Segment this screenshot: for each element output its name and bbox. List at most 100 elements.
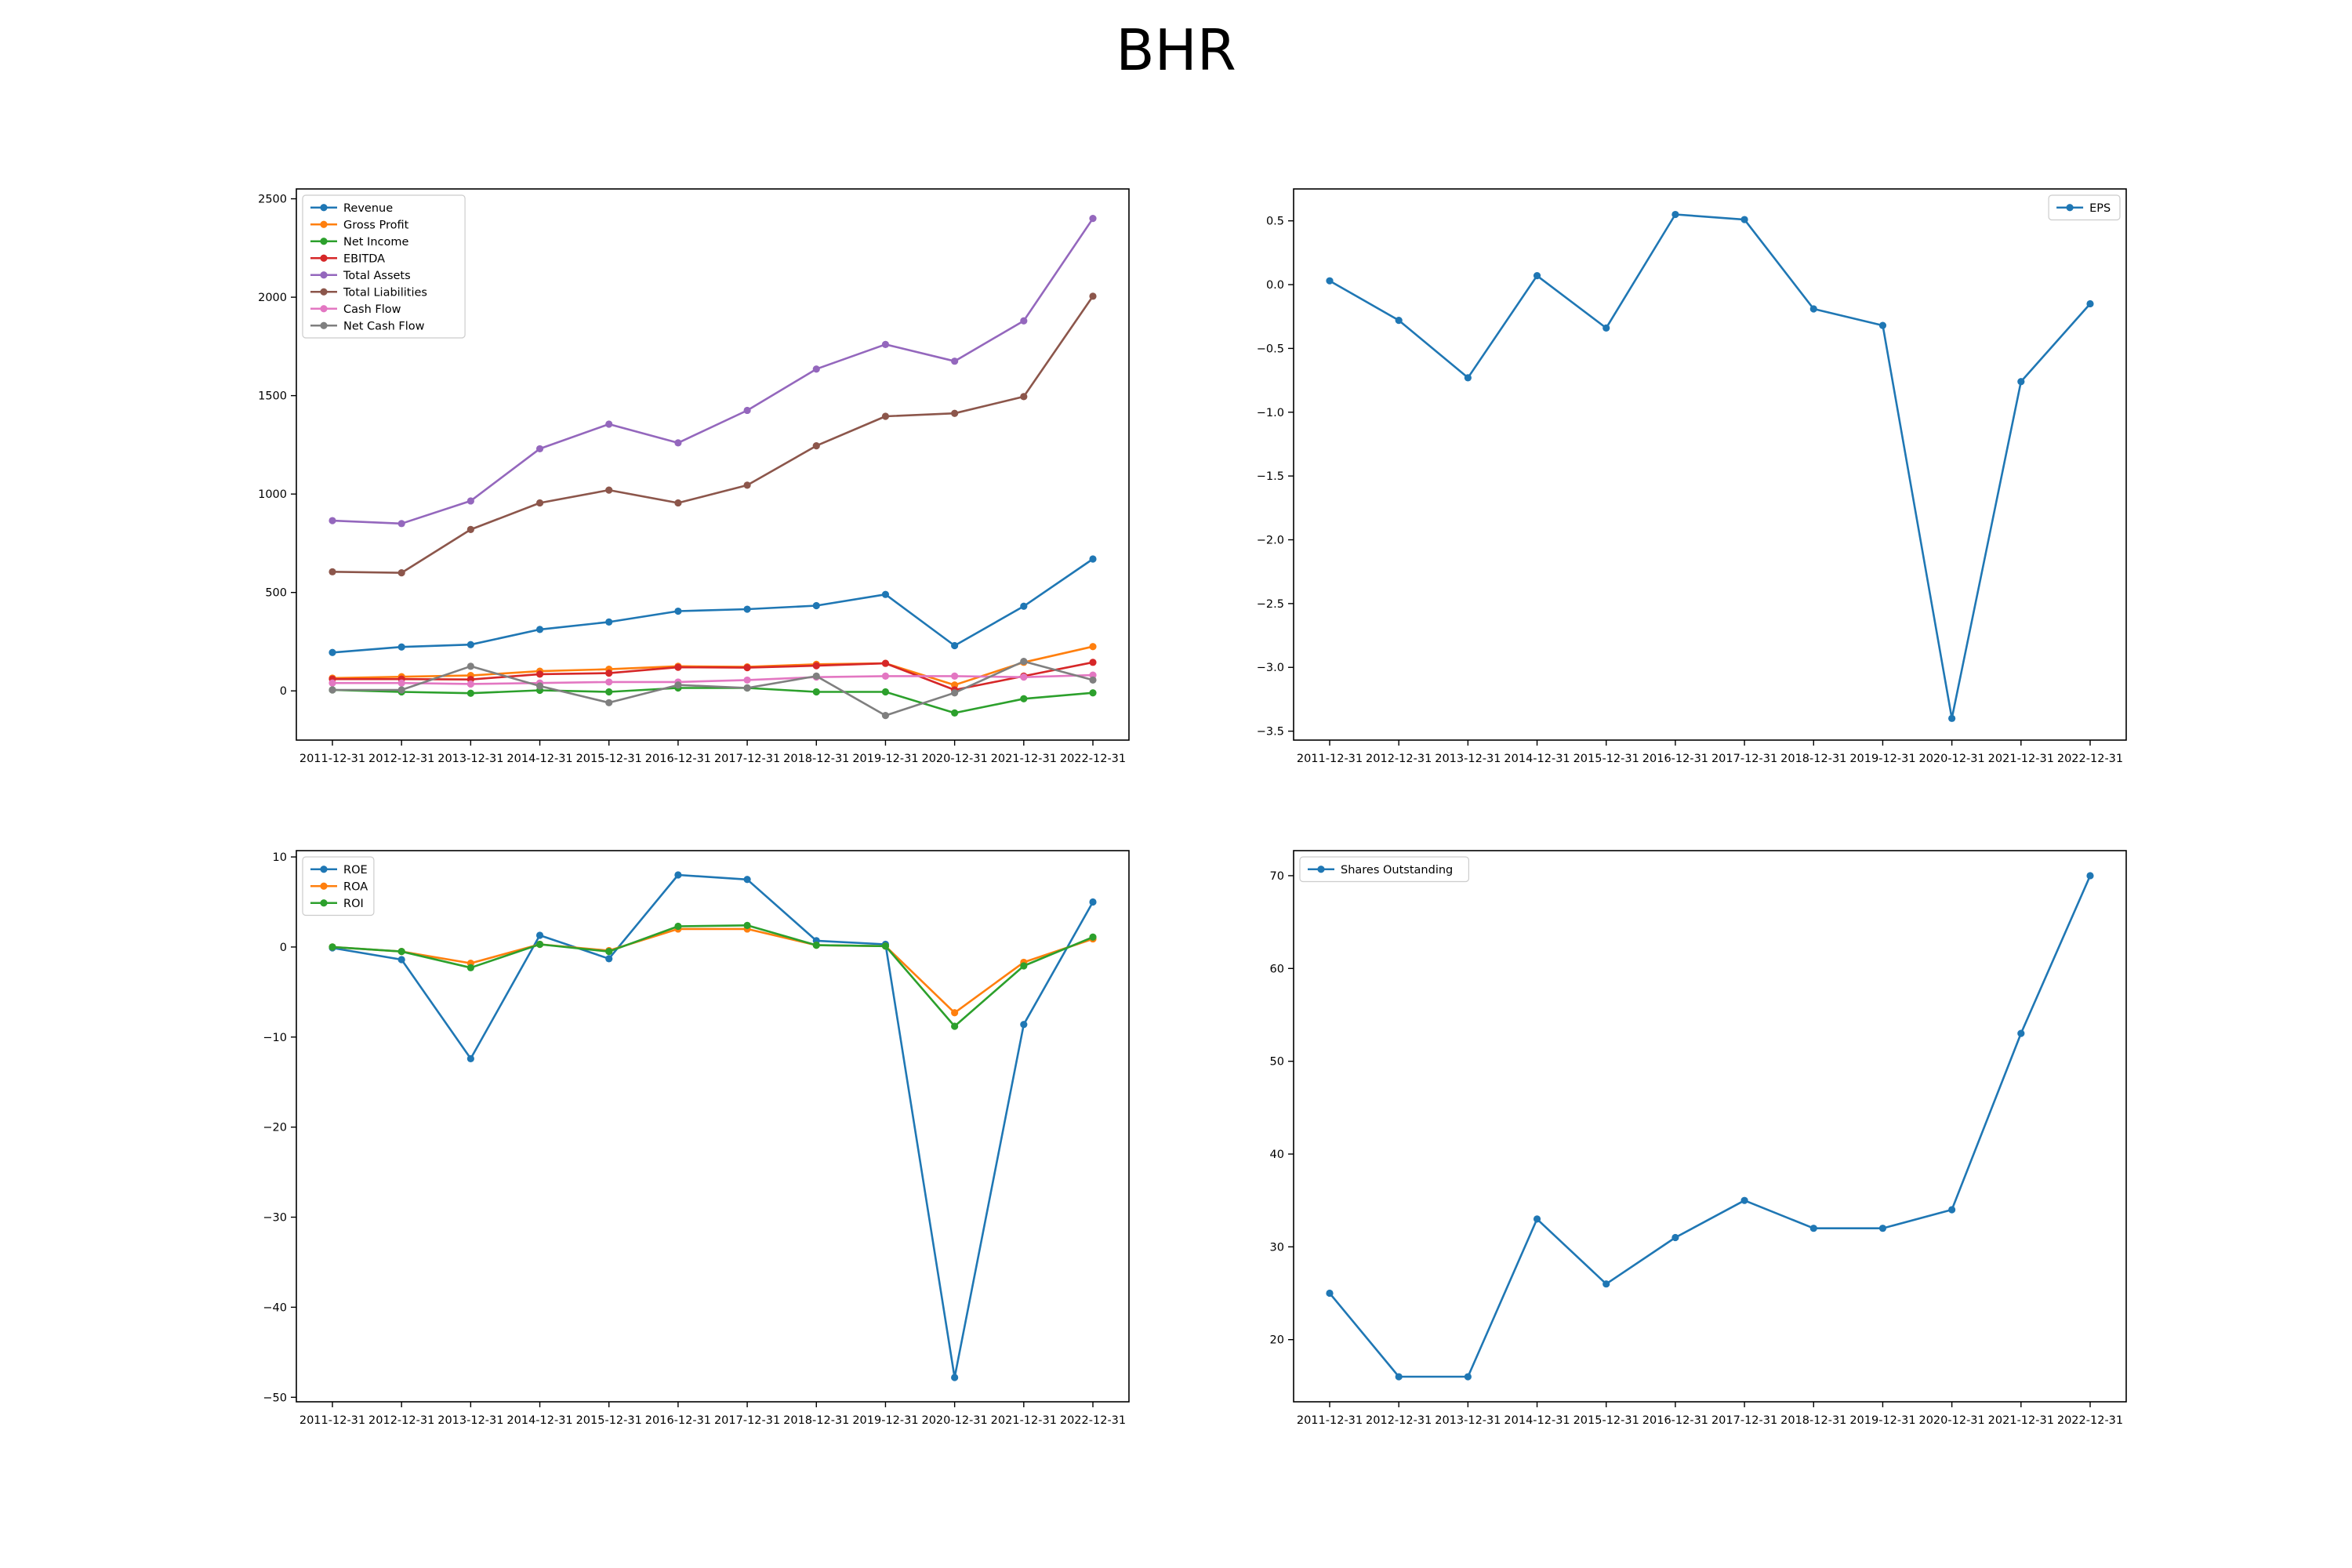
legend-marker-cash-flow [320,305,328,313]
data-point-revenue [328,648,336,656]
y-tick-label: 0 [280,685,287,698]
legend-box [302,856,375,916]
legend-marker-shares-outstanding [1317,866,1325,873]
data-point-shares-outstanding [1878,1225,1887,1232]
data-point-roe [743,876,751,884]
data-point-ebitda [812,662,820,670]
y-tick-label: −0.5 [1257,343,1284,355]
data-point-net-income [1020,695,1028,702]
legend-label-net-income: Net Income [343,236,408,249]
data-point-total-liabilities [951,409,959,417]
data-point-roe [674,871,682,879]
data-point-net-income [466,689,474,697]
data-point-eps [1948,714,1956,722]
data-point-total-liabilities [1089,292,1097,300]
data-point-net-cash-flow [1089,676,1097,684]
legend-marker-revenue [320,204,328,212]
axes-frame [296,850,1130,1403]
data-point-shares-outstanding [2017,1029,2025,1037]
x-tick-label: 2011-12-31 [299,753,365,765]
series-line-eps [1329,213,2091,720]
x-tick-label: 2013-12-31 [437,1414,503,1427]
y-tick-label: 0 [280,942,287,954]
data-point-eps [1602,324,1610,332]
x-tick-label: 2018-12-31 [1780,753,1846,765]
legend-label-cash-flow: Cash Flow [343,303,401,316]
x-tick-label: 2020-12-31 [1918,1414,1984,1427]
y-tick-label: 40 [1270,1149,1284,1161]
x-tick-label: 2021-12-31 [991,1414,1057,1427]
data-point-roi [328,943,336,951]
y-tick-label: 0.0 [1266,279,1284,292]
y-tick-label: 10 [273,851,287,864]
legend-marker-net-cash-flow [320,321,328,329]
data-point-cash-flow [881,672,890,681]
legend-marker-roi [320,899,328,907]
data-point-cash-flow [743,676,751,684]
x-tick-label: 2019-12-31 [852,1414,918,1427]
legend-label-ebitda: EBITDA [343,252,385,265]
y-tick-label: −30 [263,1212,287,1225]
legend-box [2048,194,2121,221]
x-tick-label: 2021-12-31 [991,753,1057,765]
x-tick-label: 2012-12-31 [368,1414,434,1427]
y-tick-label: −1.0 [1257,407,1284,419]
x-tick-label: 2015-12-31 [576,753,642,765]
data-point-total-liabilities [812,442,820,450]
legend-box [1299,856,1469,883]
y-tick-label: 70 [1270,870,1284,883]
data-point-cash-flow [466,680,474,688]
x-tick-label: 2018-12-31 [783,1414,849,1427]
y-tick-label: 1000 [258,488,287,501]
legend-marker-gross-profit [320,220,328,228]
x-tick-label: 2014-12-31 [506,1414,572,1427]
data-point-roi [881,942,890,950]
data-point-cash-flow [397,679,405,687]
y-tick-label: 2000 [258,292,287,304]
x-tick-label: 2011-12-31 [1297,753,1363,765]
figure-title: BHR [1116,17,1236,83]
x-tick-label: 2012-12-31 [1366,1414,1432,1427]
data-point-total-liabilities [535,499,544,507]
x-tick-label: 2021-12-31 [1988,1414,2054,1427]
data-point-net-income [812,688,820,696]
data-point-eps [1464,374,1472,382]
data-point-ebitda [674,663,682,671]
x-tick-label: 2013-12-31 [1435,753,1501,765]
data-point-roe [535,931,544,939]
data-point-shares-outstanding [1740,1196,1748,1204]
y-tick-label: 0.5 [1266,216,1284,228]
x-tick-label: 2016-12-31 [1642,753,1708,765]
data-point-cash-flow [605,678,613,686]
data-point-shares-outstanding [1809,1225,1817,1232]
data-point-total-liabilities [466,525,474,533]
data-point-roe [605,955,613,963]
data-point-ebitda [605,670,613,677]
y-tick-label: −1.5 [1257,470,1284,483]
legend-box [302,194,466,339]
data-point-total-assets [951,358,959,365]
data-point-total-liabilities [743,481,751,489]
series-line-total-liabilities [332,296,1094,574]
data-point-net-cash-flow [466,662,474,670]
y-tick-label: −3.0 [1257,662,1284,674]
data-point-eps [1878,321,1887,329]
y-tick-label: 60 [1270,963,1284,975]
data-point-ebitda [881,659,890,667]
chart-returns: 2011-12-31 2012-12-31 2013-12-31 2014-12-31… [263,850,1130,1427]
data-point-shares-outstanding [2086,872,2094,880]
data-point-revenue [605,618,613,626]
series-line-total-assets [332,217,1094,525]
data-point-eps [1740,216,1748,223]
data-point-revenue [812,601,820,610]
y-tick-label: 500 [265,587,287,600]
y-tick-label: −40 [263,1301,287,1314]
data-point-revenue [1089,555,1097,563]
data-point-eps [2086,299,2094,308]
data-point-net-cash-flow [674,681,682,689]
x-tick-label: 2017-12-31 [714,753,780,765]
y-tick-label: −2.5 [1257,598,1284,611]
data-point-total-assets [1089,215,1097,223]
data-point-net-cash-flow [397,686,405,694]
x-tick-label: 2012-12-31 [368,753,434,765]
